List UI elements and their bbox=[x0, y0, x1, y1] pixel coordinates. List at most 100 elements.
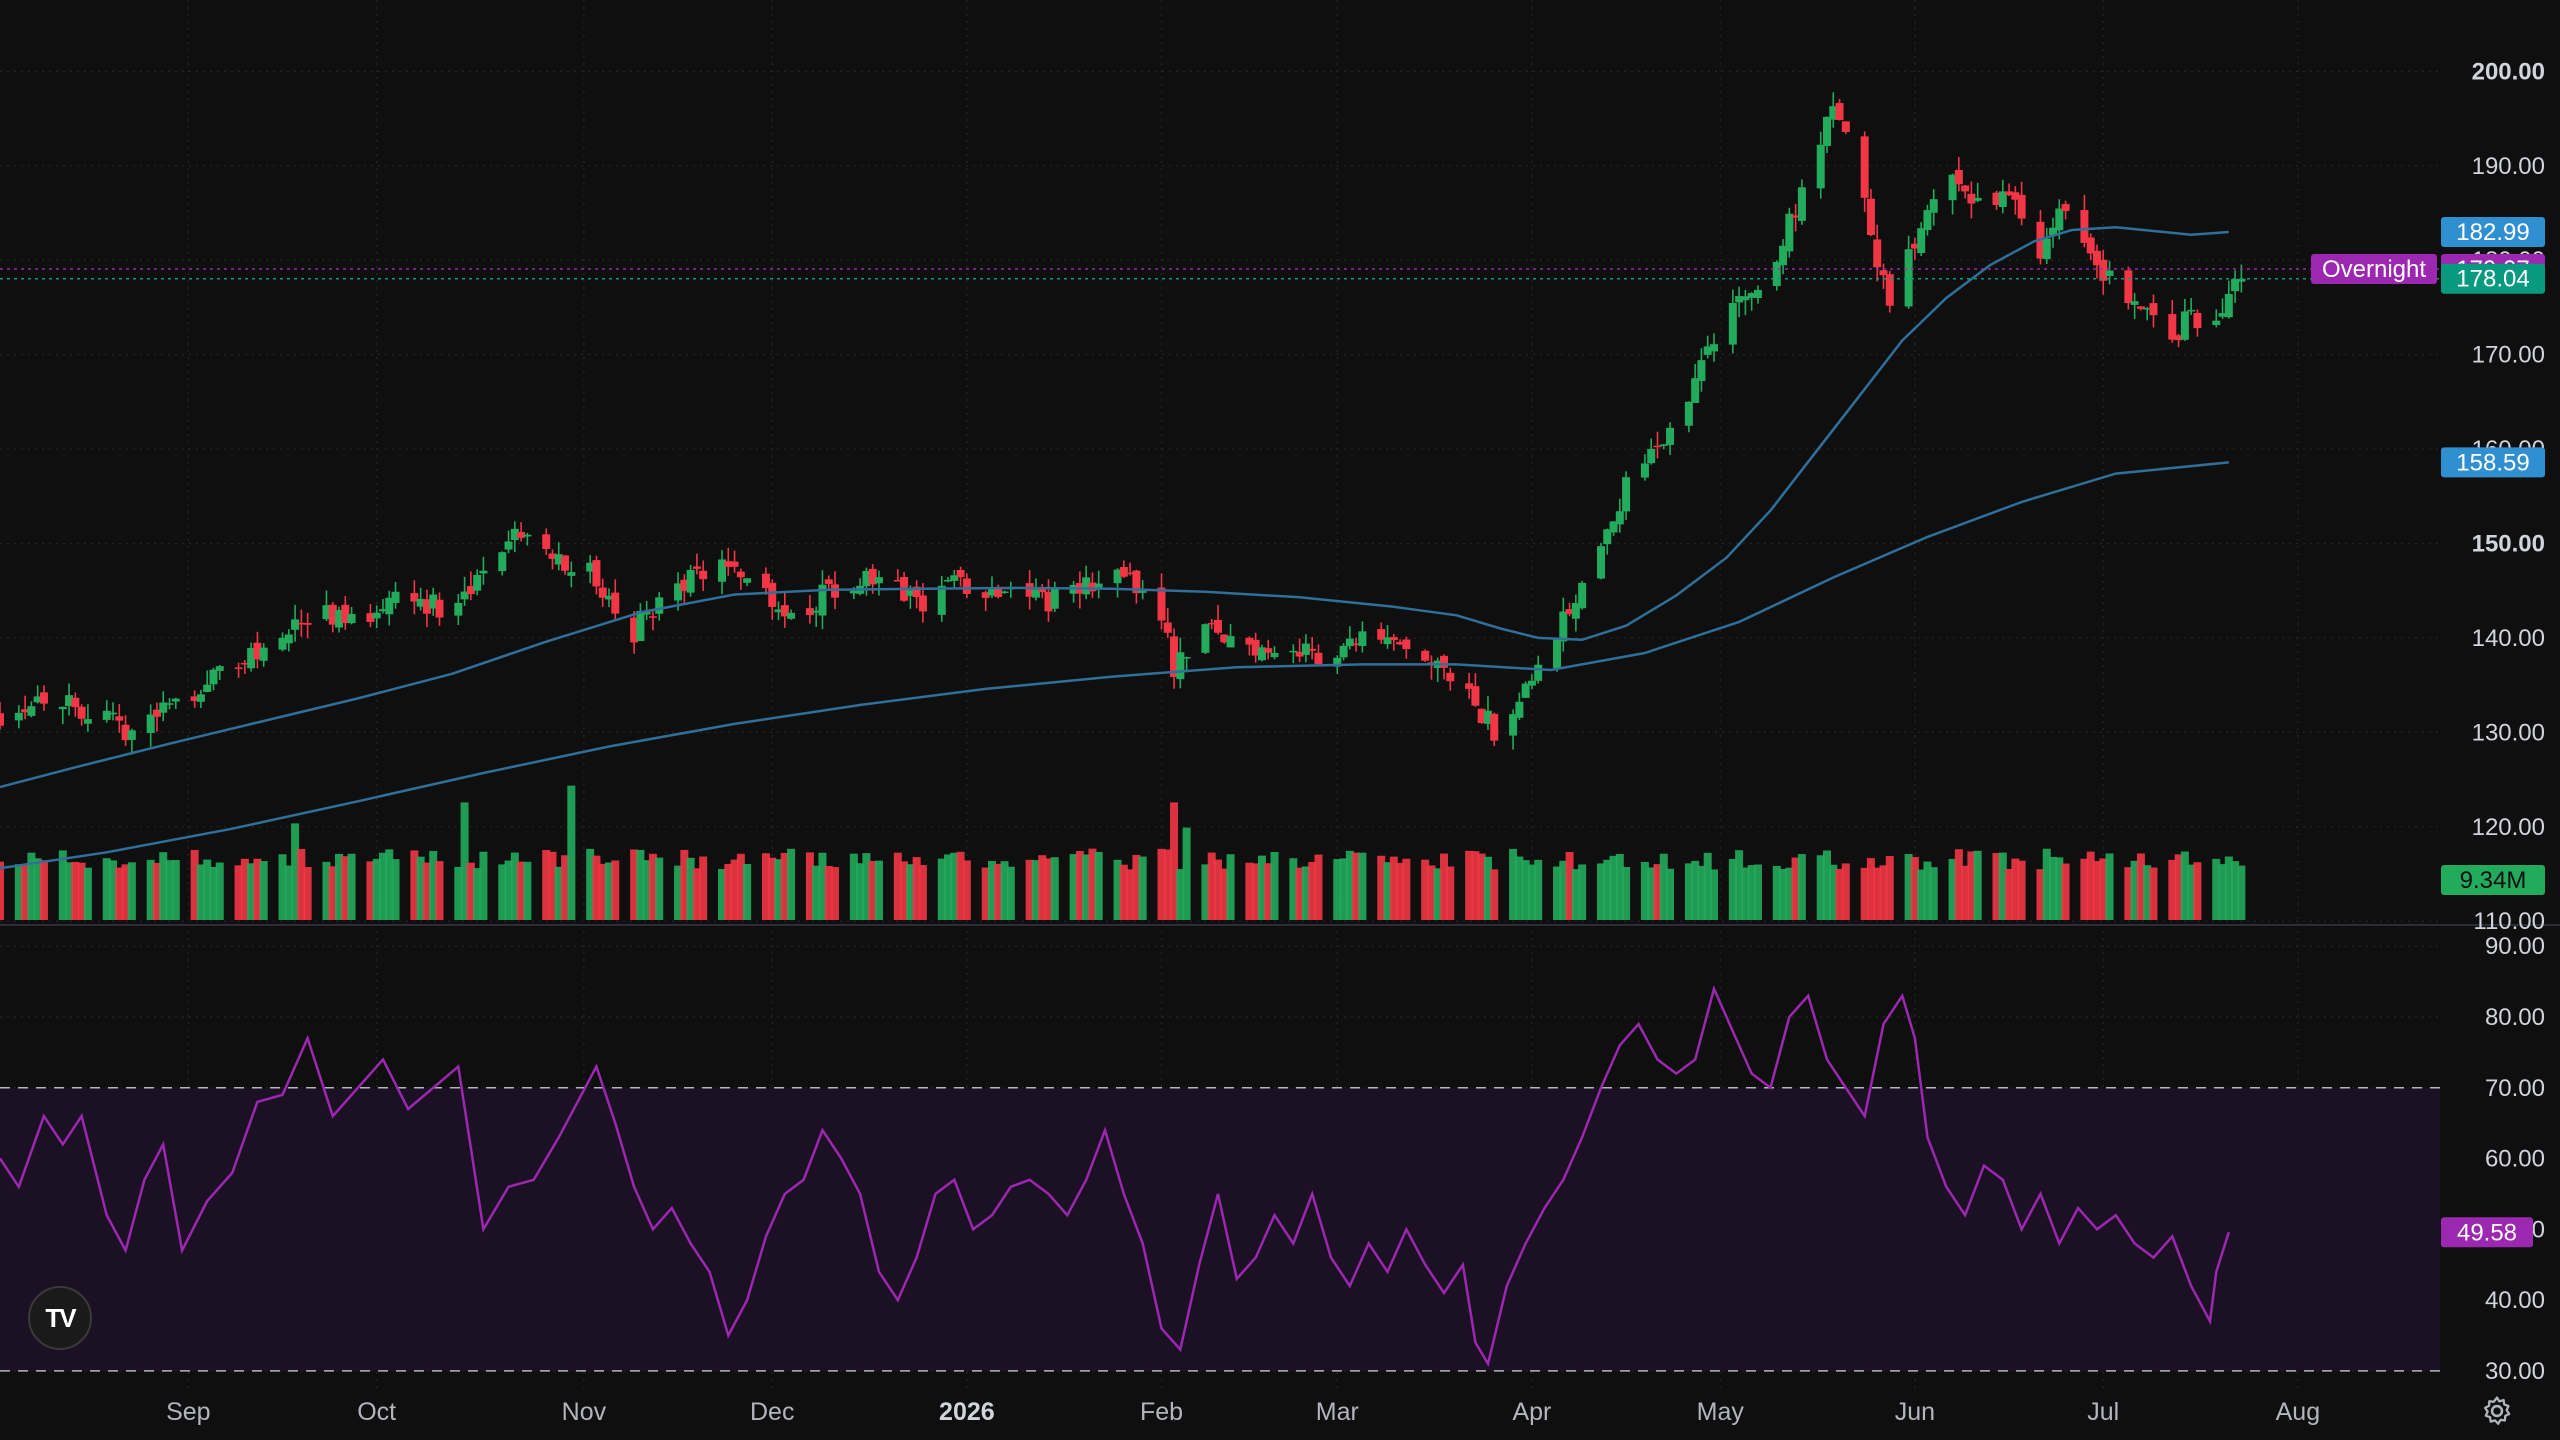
volume-bar bbox=[1157, 848, 1166, 920]
candle-body bbox=[429, 594, 438, 609]
volume-bar bbox=[1816, 855, 1825, 920]
candle-body bbox=[674, 583, 683, 601]
candle-body bbox=[893, 579, 902, 582]
candle-body bbox=[159, 702, 168, 713]
candle-body bbox=[1176, 652, 1185, 680]
volume-bar bbox=[1044, 858, 1053, 920]
volume-bar bbox=[1917, 869, 1926, 920]
candle-body bbox=[2136, 306, 2145, 309]
volume-bar bbox=[1835, 868, 1844, 920]
volume-bar bbox=[1691, 860, 1700, 920]
tradingview-logo[interactable]: TV bbox=[28, 1286, 92, 1350]
candle-body bbox=[1264, 648, 1273, 653]
candle-body bbox=[1031, 589, 1040, 598]
volume-bar bbox=[648, 853, 657, 920]
volume-bar bbox=[14, 864, 23, 920]
rsi-band-background bbox=[0, 1087, 2440, 1371]
candle-body bbox=[1477, 708, 1486, 723]
volume-bar bbox=[655, 857, 664, 920]
candle-body bbox=[1396, 641, 1405, 645]
ma50-price-label-text: 182.99 bbox=[2456, 219, 2529, 246]
volume-bar bbox=[2193, 862, 2202, 920]
volume-bar bbox=[1226, 854, 1235, 920]
candle-body bbox=[1841, 121, 1850, 133]
volume-bar bbox=[1352, 852, 1361, 920]
candle-body bbox=[341, 604, 350, 624]
volume-bar bbox=[1640, 861, 1649, 920]
candle-body bbox=[498, 552, 507, 572]
overnight-session-label-text: Overnight bbox=[2322, 256, 2426, 283]
candle-body bbox=[523, 534, 532, 537]
time-tick-label: Apr bbox=[1512, 1398, 1551, 1426]
candle-body bbox=[2212, 320, 2221, 326]
volume-bar bbox=[2212, 858, 2221, 920]
candle-body bbox=[1358, 631, 1367, 646]
price-tick-label: 130.00 bbox=[2472, 719, 2545, 746]
candle-body bbox=[1666, 427, 1675, 445]
candle-body bbox=[466, 586, 475, 595]
time-tick-label: Oct bbox=[357, 1398, 396, 1426]
volume-bar bbox=[27, 852, 36, 920]
volume-bar bbox=[65, 862, 74, 920]
volume-bar bbox=[630, 849, 639, 920]
candle-body bbox=[812, 610, 821, 613]
ma50-price-label-background bbox=[2441, 216, 2545, 247]
candle-body bbox=[1797, 187, 1806, 221]
candle-body bbox=[410, 593, 419, 602]
candle-body bbox=[1785, 213, 1794, 252]
candle-body bbox=[962, 578, 971, 594]
candle-body bbox=[1038, 588, 1047, 592]
volume-bar bbox=[1471, 851, 1480, 920]
volume-bar bbox=[517, 861, 526, 920]
volume-bar bbox=[548, 851, 557, 920]
candle-body bbox=[504, 541, 513, 550]
candle-body bbox=[1904, 249, 1913, 307]
volume-bar bbox=[1553, 866, 1562, 920]
volume-bar bbox=[1301, 866, 1310, 920]
settings-gear-icon[interactable] bbox=[2480, 1394, 2514, 1428]
volume-bar bbox=[2174, 854, 2183, 920]
volume-bar bbox=[1948, 858, 1957, 920]
candle-body bbox=[718, 559, 727, 582]
candle-body bbox=[2099, 259, 2108, 281]
volume-bar bbox=[159, 852, 168, 920]
candle-body bbox=[1879, 270, 1888, 276]
volume-bar bbox=[303, 867, 312, 920]
volume-bar bbox=[2218, 864, 2227, 920]
candle-body bbox=[1289, 650, 1298, 653]
volume-bar bbox=[743, 864, 752, 920]
volume-bar bbox=[680, 849, 689, 920]
volume-bar bbox=[893, 852, 902, 920]
volume-bar bbox=[234, 865, 243, 920]
candle-body bbox=[561, 555, 570, 571]
ma50-line bbox=[0, 225, 2229, 789]
candle-body bbox=[1088, 582, 1097, 592]
candle-body bbox=[1270, 652, 1279, 658]
time-axis[interactable]: Sep Oct Nov Dec 2026 Feb Mar Apr May Jun Jul Aug bbox=[166, 1398, 2320, 1426]
volume-bar bbox=[561, 855, 570, 920]
candle-body bbox=[1917, 228, 1926, 254]
volume-bar bbox=[1069, 854, 1078, 920]
candle-body bbox=[1571, 603, 1580, 619]
candle-body bbox=[2180, 311, 2189, 340]
volume-bar bbox=[699, 856, 708, 920]
volume-bar bbox=[1791, 857, 1800, 920]
candle-body bbox=[1603, 529, 1612, 545]
time-tick-label: Sep bbox=[166, 1398, 210, 1426]
volume-bar bbox=[554, 866, 563, 920]
volume-bar bbox=[1427, 865, 1436, 920]
volume-bar bbox=[1383, 862, 1392, 920]
candle-body bbox=[0, 713, 4, 726]
volume-bar bbox=[724, 863, 733, 920]
candle-body bbox=[680, 579, 689, 592]
candle-body bbox=[33, 696, 42, 703]
volume-bar bbox=[874, 860, 883, 920]
candle-body bbox=[1615, 511, 1624, 525]
volume-bar bbox=[2124, 867, 2133, 920]
candle-body bbox=[686, 569, 695, 593]
volume-bar bbox=[33, 858, 42, 920]
time-tick-label: Feb bbox=[1140, 1398, 1183, 1426]
candle-body bbox=[1948, 174, 1957, 201]
volume-bar bbox=[454, 866, 463, 920]
